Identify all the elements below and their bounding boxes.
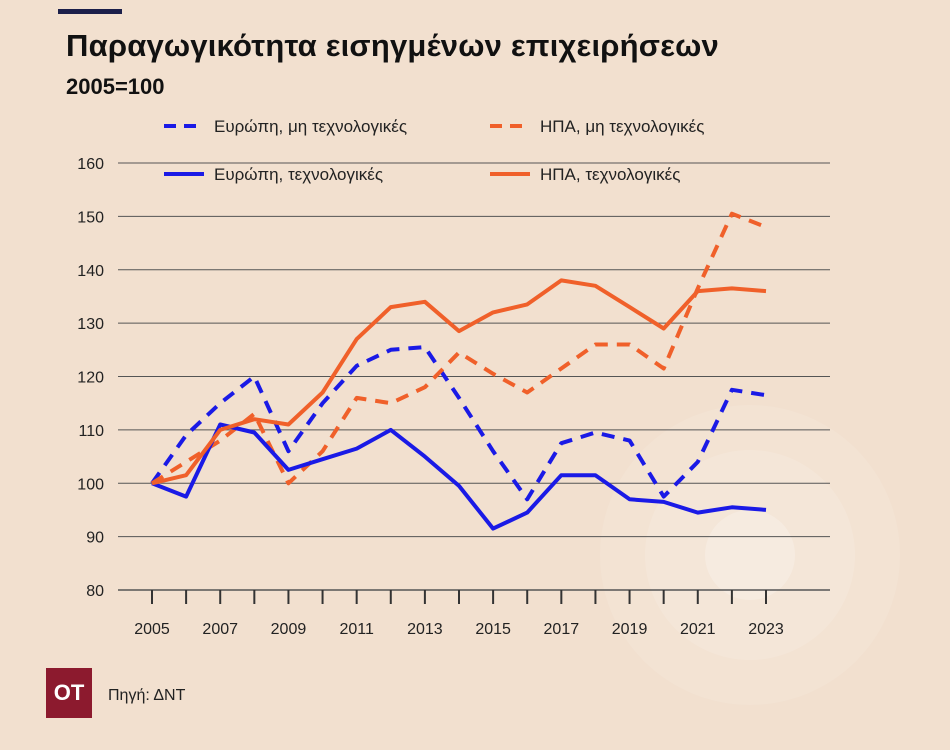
legend-label: ΗΠΑ, μη τεχνολογικές [540,117,704,136]
y-tick-label: 110 [78,423,104,440]
legend: Ευρώπη, μη τεχνολογικές ΗΠΑ, μη τεχνολογι… [164,117,704,184]
series-group [150,211,767,531]
y-tick-label: 130 [77,316,104,333]
top-accent-bar [58,9,122,14]
x-tick-label: 2021 [680,621,716,638]
y-tick-label: 150 [77,209,104,226]
y-tick-label: 100 [77,476,104,493]
decorative-circles [600,405,900,705]
y-tick-label: 90 [86,530,104,547]
y-tick-label: 140 [77,263,104,280]
x-tick-label: 2007 [202,621,238,638]
x-tick-label: 2017 [544,621,580,638]
legend-label: ΗΠΑ, τεχνολογικές [540,165,680,184]
x-tick-label: 2023 [748,621,784,638]
grid: 80 90 100 110 120 130 140 150 160 2005 2007 2009 201… [77,156,830,638]
y-tick-label: 120 [77,370,104,387]
series-line-3 [151,422,767,531]
x-tick-label: 2011 [339,621,374,638]
series-line-4 [151,278,767,486]
x-tick-label: 2005 [134,621,170,638]
series-line-2 [150,211,767,486]
x-tick-label: 2013 [407,621,443,638]
x-tick-label: 2019 [612,621,648,638]
x-tick-label: 2015 [475,621,511,638]
chart-title: Παραγωγικότητα εισηγμένων επιχειρήσεων [66,28,719,63]
x-tick-label: 2009 [271,621,307,638]
source-note: Πηγή: ΔΝΤ [108,687,186,704]
y-tick-label: 160 [77,156,104,173]
brand-logo: ΟΤ [46,668,92,718]
legend-label: Ευρώπη, τεχνολογικές [214,165,383,184]
chart-subtitle: 2005=100 [66,74,165,99]
series-line-1 [150,345,767,502]
y-tick-label: 80 [86,583,104,600]
legend-label: Ευρώπη, μη τεχνολογικές [214,117,407,136]
